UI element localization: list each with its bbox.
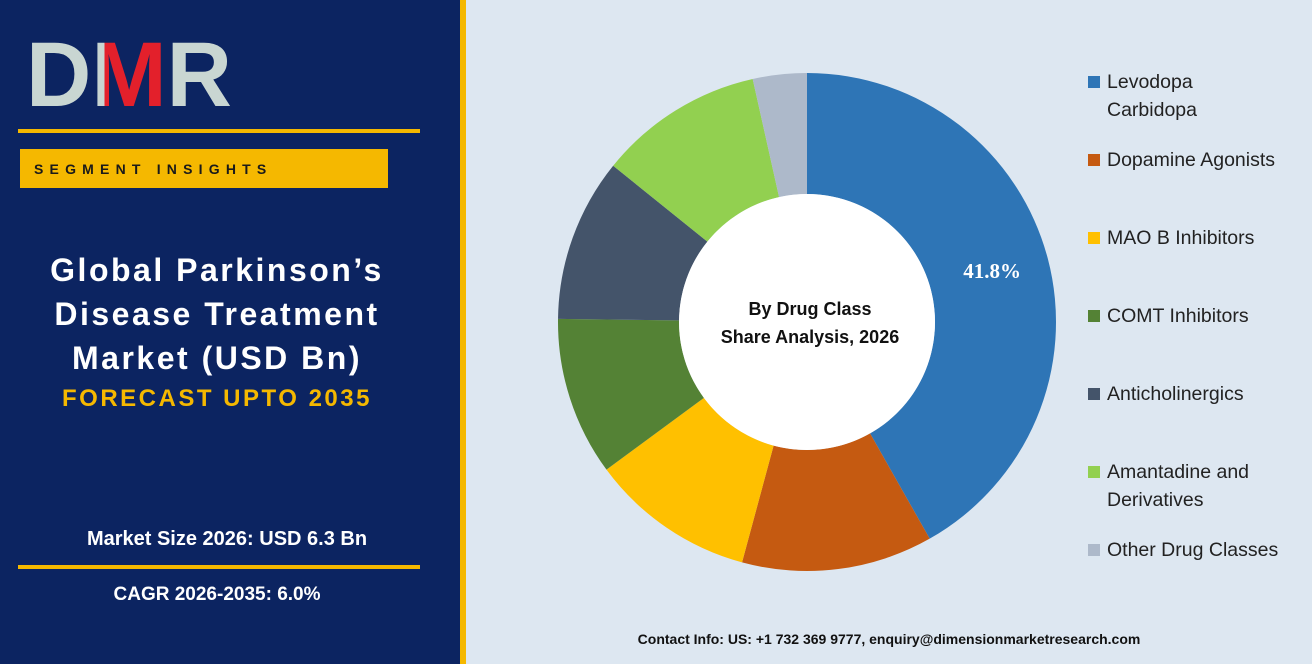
donut-slice [606,397,774,563]
center-label: By Drug Class [748,299,871,319]
separator [18,565,420,569]
donut-slice [752,73,807,198]
segment-label: SEGMENT INSIGHTS [34,161,273,177]
segment-box [20,149,388,188]
legend-swatch [1088,76,1100,88]
legend-swatch [1088,232,1100,244]
donut-slice [742,433,930,571]
legend-swatch [1088,310,1100,322]
separator [18,129,420,133]
logo-text: DMR [26,24,232,120]
center-label: Share Analysis, 2026 [721,327,899,347]
legend-item: Anticholinergics [1088,380,1244,408]
donut-hole [679,194,935,450]
left-panel [0,0,460,664]
donut-slice [558,318,704,470]
legend-swatch [1088,544,1100,556]
legend-item: Dopamine Agonists [1088,146,1275,174]
legend-item: MAO B Inhibitors [1088,224,1254,252]
legend-label: COMT Inhibitors [1107,305,1249,327]
donut-slice [807,73,1056,539]
legend-item: COMT Inhibitors [1088,302,1249,330]
divider [460,0,466,664]
contact-info: Contact Info: US: +1 732 369 9777, enqui… [637,631,1141,647]
cagr: CAGR 2026-2035: 6.0% [113,584,321,605]
donut-slice [558,165,708,321]
legend-label: Dopamine Agonists [1107,149,1276,171]
market-size: Market Size 2026: USD 6.3 Bn [86,528,368,550]
legend-label: Other Drug Classes [1107,539,1279,561]
legend-label: Amantadine and Derivatives [1107,461,1250,511]
title: Global Parkinson’s Disease Treatment Mar… [50,252,384,376]
legend-label: Levodopa Carbidopa [1107,71,1197,121]
legend-label: Anticholinergics [1107,383,1244,405]
legend-swatch [1088,388,1100,400]
legend-item: Amantadine and Derivatives [1088,458,1267,514]
donut-slice [613,78,780,242]
legend-item: Other Drug Classes [1088,536,1278,564]
legend-label: MAO B Inhibitors [1107,227,1255,249]
legend-swatch [1088,466,1100,478]
logo: DMR [26,24,232,120]
legend-swatch [1088,154,1100,166]
subtitle: FORECAST UPTO 2035 [62,385,372,412]
data-label: 41.8% [963,259,1021,283]
legend-item: Levodopa Carbidopa [1088,68,1227,124]
